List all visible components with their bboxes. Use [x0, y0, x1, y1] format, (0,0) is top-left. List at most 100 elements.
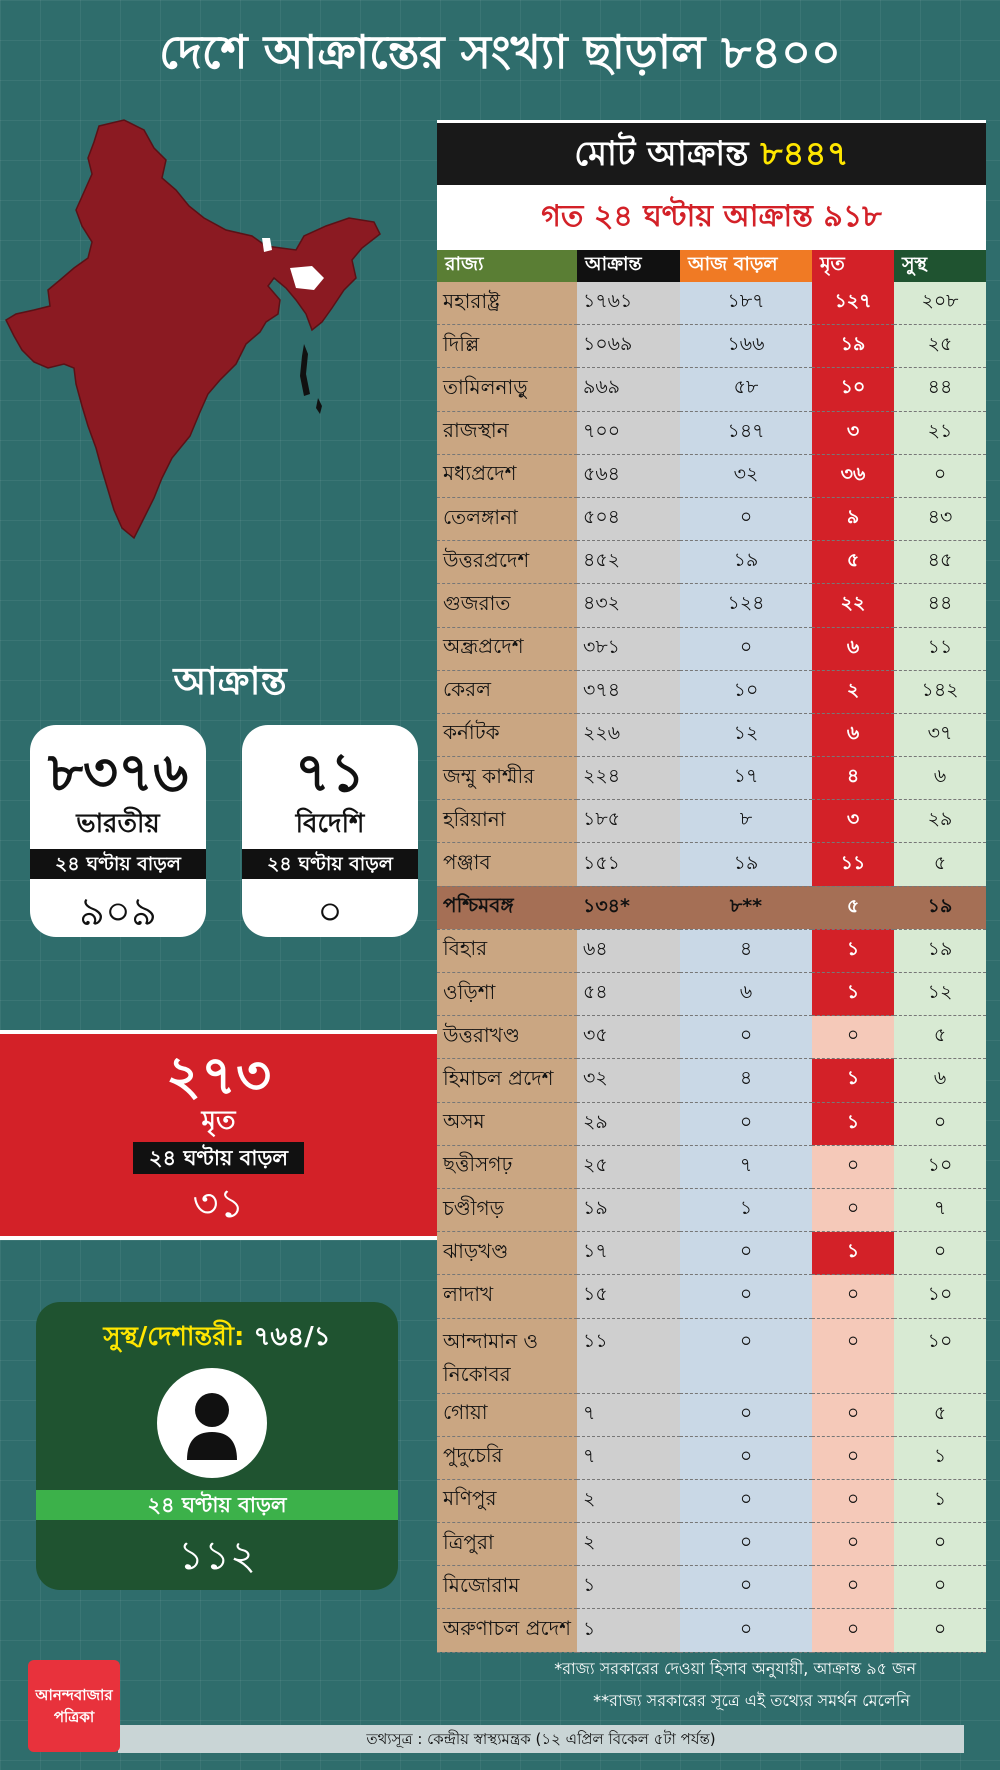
table-row: ত্রিপুরা ২ ০ ০ ০ [437, 1522, 986, 1567]
recovered-cell: ৪৫ [894, 540, 986, 585]
infected-cell: ৩৭৪ [577, 670, 680, 714]
state-name-cell: কেরল [437, 670, 577, 714]
today-increase-cell: ০ [680, 497, 812, 542]
state-name-cell: দিল্লি [437, 324, 577, 369]
infected-cell: ১৫১ [577, 842, 680, 887]
state-name-cell: পঞ্জাব [437, 842, 577, 887]
table-row: আন্দামান ও নিকোবর ১১ ০ ০ ১০ [437, 1318, 986, 1394]
total-label: মোট আক্রান্ত [574, 134, 749, 174]
source-note: তথ্যসূত্র : কেন্দ্রীয় স্বাস্থ্যমন্ত্রক … [118, 1725, 964, 1753]
table-header-row: রাজ্য আক্রান্ত আজ বাড়ল মৃত সুস্থ [437, 250, 986, 282]
infected-cell: ২ [577, 1479, 680, 1524]
logo-line-2: পত্রিকা [53, 1708, 95, 1726]
recovered-cell: ৩৭ [894, 713, 986, 758]
table-row: মধ্যপ্রদেশ ৫৬৪ ৩২ ৩৬ ০ [437, 454, 986, 498]
deaths-increase-label: ২৪ ঘণ্টায় বাড়ল [132, 1142, 305, 1174]
today-increase-cell: ০ [680, 1102, 812, 1146]
infected-cell: ৭ [577, 1436, 680, 1480]
infected-cell: ১ [577, 1608, 680, 1653]
deaths-cell: ০ [812, 1522, 894, 1567]
deaths-cell: ০ [812, 1145, 894, 1189]
recovered-cell: ১১ [894, 627, 986, 671]
recovered-cell: ০ [894, 454, 986, 498]
infected-section-title: আক্রান্ত [173, 659, 287, 703]
infected-cell: ২৯ [577, 1102, 680, 1146]
today-increase-cell: ০ [680, 1231, 812, 1276]
table-row: হিমাচল প্রদেশ ৩২ ৪ ১ ৬ [437, 1058, 986, 1103]
infected-cell: ৭ [577, 1393, 680, 1437]
table-row: মহারাষ্ট্র ১৭৬১ ১৮৭ ১২৭ ২০৮ [437, 282, 986, 326]
indian-count: ৮৩৭৬ [47, 741, 189, 804]
table-row: অসম ২৯ ০ ১ ০ [437, 1102, 986, 1146]
table-row: মণিপুর ২ ০ ০ ১ [437, 1479, 986, 1524]
person-icon [157, 1368, 267, 1478]
today-increase-cell: ১২ [680, 713, 812, 758]
table-row: লাদাখ ১৫ ০ ০ ১০ [437, 1274, 986, 1319]
infected-cell: ৩৮১ [577, 627, 680, 671]
infected-cell: ৭০০ [577, 411, 680, 455]
table-row: কর্নাটক ২২৬ ১২ ৬ ৩৭ [437, 713, 986, 758]
deaths-cell: ৯ [812, 497, 894, 542]
recovered-cell: ১৯ [894, 929, 986, 974]
table-row: অন্ধ্রপ্রদেশ ৩৮১ ০ ৬ ১১ [437, 627, 986, 671]
today-increase-cell: ১ [680, 1188, 812, 1233]
state-name-cell: মিজোরাম [437, 1565, 577, 1610]
table-header-4: সুস্থ [894, 250, 986, 282]
foreign-increase-value: ০ [316, 889, 343, 935]
deaths-cell: ১২৭ [812, 282, 894, 326]
table-row: উত্তরপ্রদেশ ৪৫২ ১৯ ৫ ৪৫ [437, 540, 986, 585]
state-name-cell: বিহার [437, 929, 577, 974]
infected-cell: ১৭৬১ [577, 282, 680, 326]
table-row: চণ্ডীগড় ১৯ ১ ০ ৭ [437, 1188, 986, 1233]
table-header-1: আক্রান্ত [577, 250, 680, 282]
infected-cell: ২২৪ [577, 756, 680, 801]
today-increase-cell: ৩২ [680, 454, 812, 498]
state-name-cell: লাদাখ [437, 1274, 577, 1319]
infected-cell: ১০৬৯ [577, 324, 680, 369]
recovered-cell: ৪৪ [894, 583, 986, 628]
recovered-cell: ৭ [894, 1188, 986, 1233]
table-row: হরিয়ানা ১৮৫ ৮ ৩ ২৯ [437, 799, 986, 844]
infected-cell: ৬৪ [577, 929, 680, 974]
state-name-cell: ত্রিপুরা [437, 1522, 577, 1567]
today-infected-bar: গত ২৪ ঘণ্টায় আক্রান্ত ৯১৮ [437, 185, 986, 249]
deaths-cell: ০ [812, 1393, 894, 1437]
deaths-cell: ৬ [812, 627, 894, 671]
today-increase-cell: ৬ [680, 972, 812, 1017]
deaths-cell: ০ [812, 1479, 894, 1524]
state-name-cell: পশ্চিমবঙ্গ [437, 886, 577, 930]
recovered-cell: ১০ [894, 1145, 986, 1189]
recovered-cell: ১০ [894, 1274, 986, 1319]
deaths-cell: ৪ [812, 756, 894, 801]
table-body: মহারাষ্ট্র ১৭৬১ ১৮৭ ১২৭ ২০৮ দিল্লি ১০৬৯ ১৬৬ ১৯ ২৫… [437, 282, 986, 1653]
state-name-cell: গোয়া [437, 1393, 577, 1437]
deaths-label: মৃত [201, 1106, 236, 1136]
today-increase-cell: ৭ [680, 1145, 812, 1189]
today-increase-cell: ১৮৭ [680, 282, 812, 326]
table-row: তেলঙ্গানা ৫০৪ ০ ৯ ৪৩ [437, 497, 986, 542]
deaths-cell: ২ [812, 670, 894, 714]
table-row: তামিলনাড়ু ৯৬৯ ৫৮ ১০ ৪৪ [437, 367, 986, 412]
infected-cell: ১১ [577, 1318, 680, 1394]
deaths-cell: ১ [812, 1231, 894, 1276]
table-row: উত্তরাখণ্ড ৩৫ ০ ০ ৫ [437, 1015, 986, 1060]
logo-line-1: আনন্দবাজার [35, 1686, 113, 1704]
today-increase-cell: ১৯ [680, 842, 812, 887]
recovered-cell: ১ [894, 1479, 986, 1524]
state-name-cell: হরিয়ানা [437, 799, 577, 844]
table-row: ছত্তীসগঢ় ২৫ ৭ ০ ১০ [437, 1145, 986, 1189]
deaths-cell: ১১ [812, 842, 894, 887]
today-increase-cell: ৮** [680, 886, 812, 930]
deaths-cell: ৫ [812, 540, 894, 585]
state-name-cell: চণ্ডীগড় [437, 1188, 577, 1233]
today-increase-cell: ০ [680, 1608, 812, 1653]
table-row: গোয়া ৭ ০ ০ ৫ [437, 1393, 986, 1437]
infected-cell: ১ [577, 1565, 680, 1610]
recovered-cell: ১ [894, 1436, 986, 1480]
table-row: জম্মু কাশ্মীর ২২৪ ১৭ ৪ ৬ [437, 756, 986, 801]
deaths-cell: ৩ [812, 411, 894, 455]
table-header-3: মৃত [812, 250, 894, 282]
foreign-label: বিদেশি [295, 809, 365, 839]
today-increase-cell: ০ [680, 1318, 812, 1394]
today-increase-cell: ০ [680, 627, 812, 671]
